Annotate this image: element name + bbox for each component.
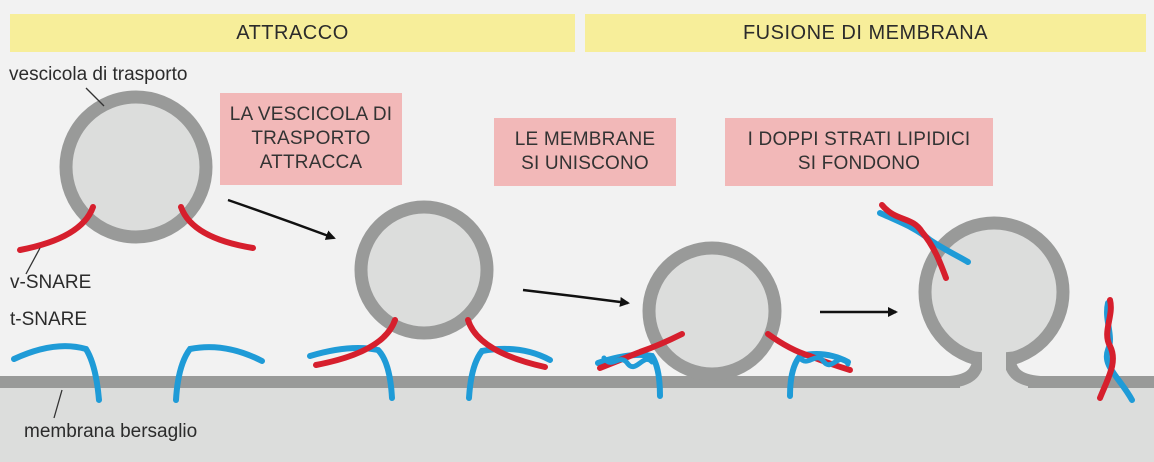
step-box-2: LE MEMBRANE SI UNISCONO <box>494 118 676 186</box>
step-text-2: LE MEMBRANE SI UNISCONO <box>514 129 656 174</box>
v-snare-4 <box>465 317 548 370</box>
vesicle-pointer <box>85 87 105 107</box>
coil-right <box>797 355 851 368</box>
v-snare-pointer <box>25 247 41 275</box>
v-snare-right <box>178 204 256 251</box>
transport-vesicle-4 <box>877 202 1135 403</box>
released-snare-2-red <box>1097 297 1116 401</box>
t-snare-3 <box>307 345 395 401</box>
membrane-pointer <box>53 389 63 419</box>
header-attracco-text: ATTRACCO <box>236 21 349 44</box>
arrow-2 <box>522 288 630 307</box>
transport-vesicle-1 <box>17 90 256 253</box>
step-text-1: LA VESCICOLA DI TRASPORTO ATTRACCA <box>229 104 393 173</box>
label-membrane: membrana bersaglio <box>24 421 198 442</box>
t-snare-4 <box>466 345 553 401</box>
transport-vesicle-3 <box>595 241 853 399</box>
header-fusione-text: FUSIONE DI MEMBRANA <box>742 21 989 44</box>
t-snare-1 <box>11 343 102 403</box>
transport-vesicle-2 <box>307 200 553 401</box>
label-t-snare: t-SNARE <box>10 309 88 330</box>
step-box-1: LA VESCICOLA DI TRASPORTO ATTRACCA <box>220 93 402 185</box>
header-fusione: FUSIONE DI MEMBRANA <box>585 14 1146 52</box>
t-snare-2 <box>173 344 265 403</box>
header-attracco: ATTRACCO <box>10 14 575 52</box>
v-snare-left <box>17 204 96 253</box>
v-snare-3 <box>313 317 398 368</box>
coil-left <box>601 355 655 369</box>
t-snare-5 <box>595 351 663 399</box>
v-snare-6 <box>765 331 853 373</box>
released-snare-1-red <box>879 202 949 281</box>
step-box-3: I DOPPI STRATI LIPIDICI SI FONDONO <box>725 118 993 186</box>
arrow-1 <box>227 198 336 240</box>
target-membrane-body <box>0 382 1154 462</box>
label-vesicle: vescicola di trasporto <box>9 64 188 85</box>
fusion-neck <box>949 351 1041 388</box>
step-text-3: I DOPPI STRATI LIPIDICI SI FONDONO <box>747 129 971 174</box>
label-v-snare: v-SNARE <box>10 272 92 293</box>
